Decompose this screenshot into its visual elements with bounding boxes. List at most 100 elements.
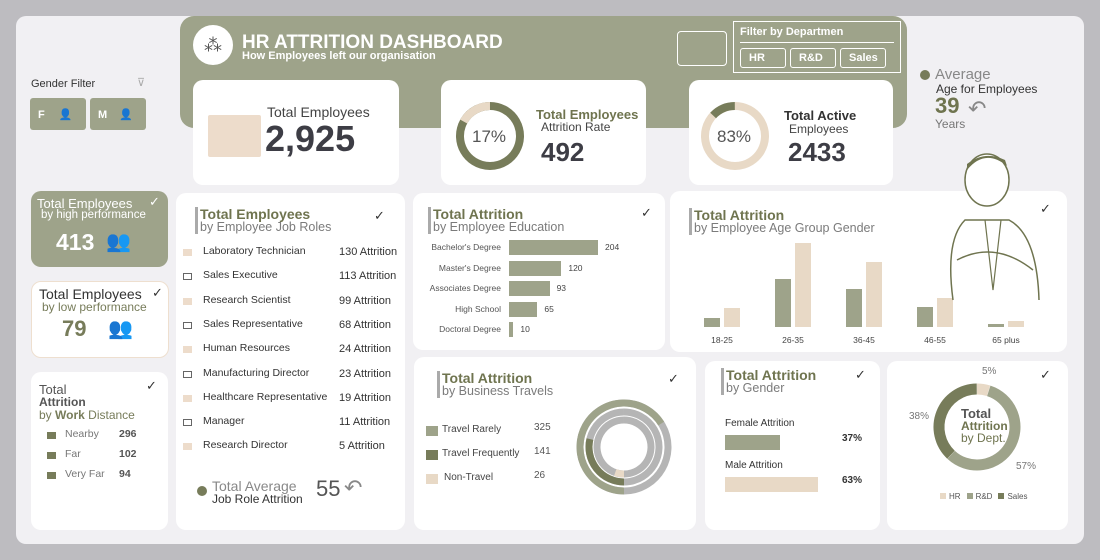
gender-pct: 37% — [842, 433, 863, 444]
education-bar[interactable] — [509, 260, 562, 276]
ring-track — [593, 416, 655, 478]
filled-square-icon — [183, 443, 192, 451]
education-value-label: 204 — [605, 242, 620, 252]
education-category-label: Master's Degree — [438, 262, 501, 273]
age-bar-male[interactable] — [1008, 321, 1024, 327]
low-perf-value: 79 — [62, 316, 87, 341]
age-bar-female[interactable] — [846, 288, 862, 327]
low-performance-card[interactable]: Total Employees by low performance ✓ 79 … — [31, 281, 169, 358]
dept-slice-hr — [976, 383, 991, 397]
bullet-icon — [197, 486, 207, 496]
high-performance-card[interactable]: Total Employees by high performance ✓ 41… — [31, 191, 168, 267]
age-group-card: Total Attrition by Employee Age Group Ge… — [670, 191, 1067, 352]
age-bar-male[interactable] — [795, 243, 811, 327]
education-heading: Total Attrition by Employee Education — [428, 207, 564, 234]
department-filter: Filter by Departmen HR R&D Sales — [733, 21, 901, 73]
check-icon[interactable]: ✓ — [1040, 367, 1051, 382]
check-icon[interactable]: ✓ — [855, 367, 866, 382]
education-card: Total Attrition by Employee Education ✓ … — [413, 193, 665, 350]
donut-inactive-segment — [710, 102, 736, 119]
job-role-label: Research Director — [203, 439, 288, 452]
age-group-label: 36-45 — [853, 335, 875, 345]
travel-value: 141 — [534, 446, 551, 457]
dept-filter-sales[interactable]: Sales — [840, 48, 886, 68]
filled-square-icon — [183, 346, 192, 354]
age-bar-female[interactable] — [988, 323, 1004, 327]
dept-legend: HR R&D Sales — [934, 492, 1027, 501]
check-icon[interactable]: ✓ — [668, 371, 679, 386]
travel-legend-swatch — [426, 426, 438, 436]
avg-job-role-value: 55 — [316, 476, 341, 501]
travel-value: 26 — [534, 470, 546, 481]
education-bar[interactable] — [509, 322, 514, 337]
job-role-label: Sales Representative — [203, 317, 303, 330]
dept-filter-hr[interactable]: HR — [740, 48, 786, 68]
avg-age-unit: Years — [935, 117, 966, 131]
dept-label-rd: 57% — [1016, 461, 1037, 472]
check-icon[interactable]: ✓ — [146, 378, 157, 393]
age-bar-female[interactable] — [917, 306, 933, 327]
dept-title-3: by Dept. — [961, 431, 1006, 445]
legend-swatch — [47, 472, 56, 479]
gender-filter-f[interactable]: F 👤 — [30, 98, 86, 130]
travel-sub: by Business Travels — [442, 384, 554, 398]
age-group-label: 65 plus — [992, 335, 1020, 345]
job-role-label: Laboratory Technician — [203, 245, 306, 257]
job-role-value: 11 Attrition — [339, 416, 391, 429]
business-travel-card: Total Attrition by Business Travels ✓ Tr… — [414, 357, 696, 530]
age-bar-male[interactable] — [866, 262, 882, 327]
curved-arrow-icon: ↶ — [968, 96, 987, 121]
check-icon[interactable]: ✓ — [152, 285, 163, 300]
education-category-label: Associates Degree — [429, 283, 501, 293]
education-value-label: 10 — [520, 324, 530, 334]
education-bar[interactable] — [509, 240, 598, 255]
check-icon[interactable]: ✓ — [374, 208, 385, 223]
total-employees-card: Total Employees 2,925 — [193, 80, 399, 185]
travel-legend-label: Travel Rarely — [442, 424, 502, 435]
gender-label: Female Attrition — [725, 418, 795, 429]
check-icon[interactable]: ✓ — [641, 205, 652, 220]
filled-square-icon — [183, 297, 192, 305]
id-card-icon — [677, 31, 727, 66]
total-employees-label: Total Employees — [267, 104, 370, 120]
avg-age-label: Average — [935, 66, 991, 83]
education-bar[interactable] — [509, 301, 538, 317]
age-bar-male[interactable] — [937, 298, 953, 327]
age-bar-male[interactable] — [724, 307, 740, 327]
dept-slice-rd — [947, 385, 1021, 471]
clear-filter-icon[interactable]: ⊽ — [137, 77, 146, 89]
legend-swatch — [47, 432, 56, 439]
check-icon[interactable]: ✓ — [1040, 201, 1051, 216]
work-distance-value: 94 — [119, 468, 131, 480]
education-sub: by Employee Education — [433, 220, 565, 234]
dept-legend-label: HR — [949, 492, 961, 501]
travel-rings-chart — [576, 399, 672, 495]
age-group-label: 26-35 — [782, 335, 804, 345]
empty-square-icon — [183, 370, 192, 378]
job-role-label: Human Resources — [203, 342, 290, 355]
dept-filter-rd[interactable]: R&D — [790, 48, 836, 68]
job-role-value: 24 Attrition — [339, 343, 391, 356]
dept-donut-center: Total Attrition by Dept. — [961, 406, 1008, 445]
gender-filter-m[interactable]: M 👤 — [90, 98, 146, 130]
travel-legend-swatch — [426, 474, 438, 484]
divider — [740, 42, 894, 43]
age-bar-female[interactable] — [775, 279, 791, 327]
network-icon: ⁂ — [193, 25, 233, 65]
dept-title: Total — [961, 406, 992, 421]
gender-title: Total Attrition — [726, 367, 817, 383]
gender-pct: 63% — [842, 475, 863, 486]
dept-donut-chart — [933, 383, 1021, 471]
filled-square-icon — [183, 249, 192, 256]
travel-legend-swatch — [426, 450, 438, 460]
low-perf-sub: by low performance — [42, 300, 147, 314]
gender-bar[interactable] — [725, 477, 818, 492]
age-bar-female[interactable] — [704, 317, 720, 327]
attrition-sub: Attrition Rate — [541, 120, 611, 134]
attrition-rate-card: 17% Total Employees Attrition Rate 492 — [441, 80, 646, 185]
education-bar[interactable] — [509, 281, 550, 296]
check-icon[interactable]: ✓ — [149, 194, 160, 209]
job-role-label: Research Scientist — [203, 293, 291, 306]
job-roles-heading: Total Employees by Employee Job Roles — [195, 207, 331, 234]
gender-bar[interactable] — [725, 435, 780, 450]
